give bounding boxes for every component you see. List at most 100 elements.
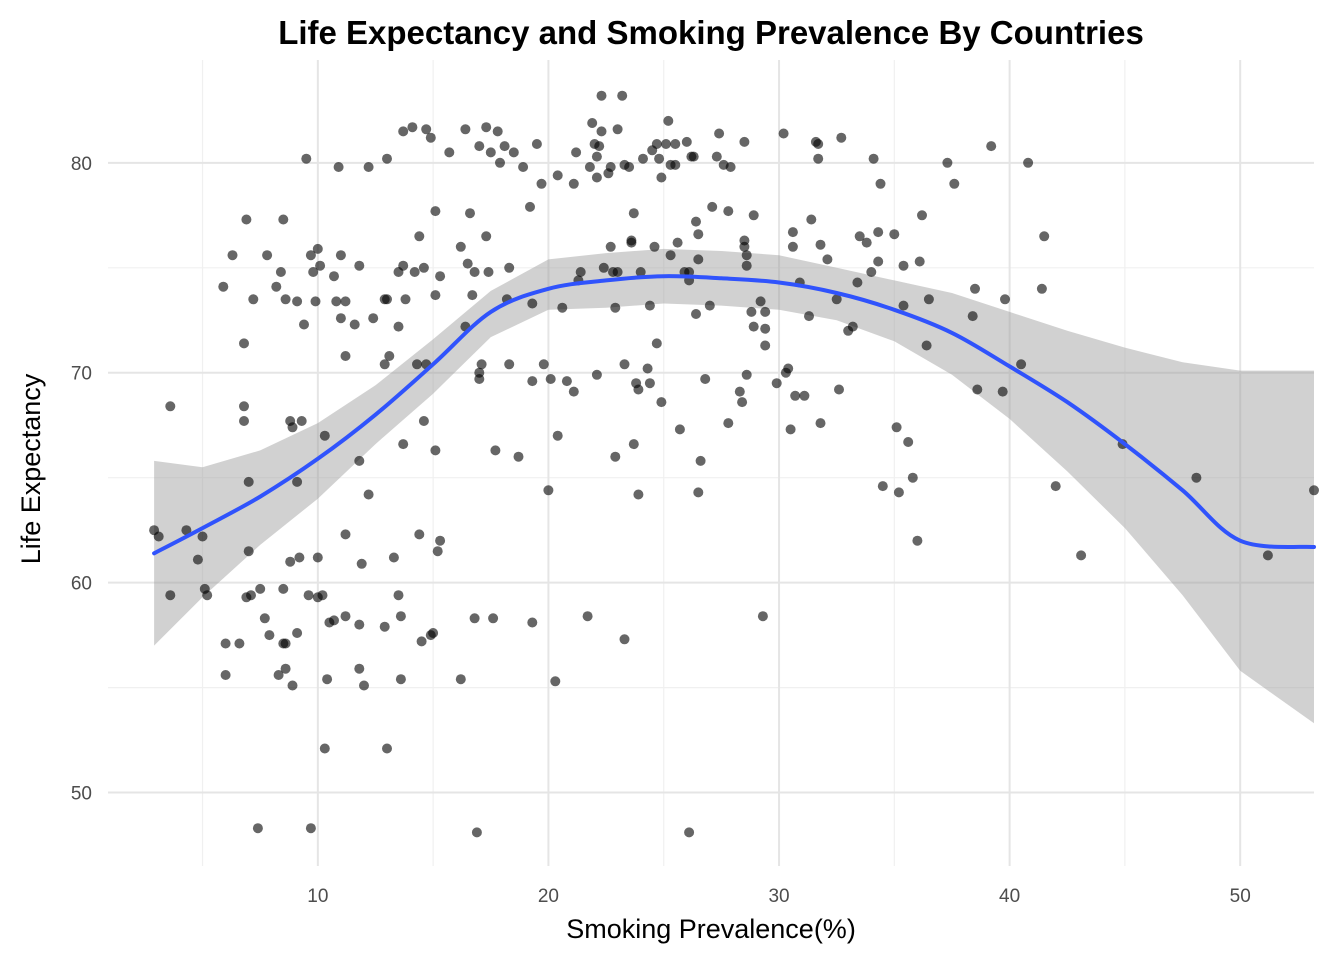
smooth-fit-line bbox=[152, 274, 1316, 556]
data-point bbox=[997, 386, 1008, 397]
data-point bbox=[638, 153, 648, 164]
data-point bbox=[425, 132, 436, 143]
data-point bbox=[382, 743, 392, 754]
data-point bbox=[970, 283, 980, 294]
data-point bbox=[714, 128, 725, 139]
data-point bbox=[292, 628, 303, 638]
data-point bbox=[591, 172, 602, 183]
data-point bbox=[672, 237, 683, 248]
data-point bbox=[866, 267, 877, 277]
data-point bbox=[942, 157, 953, 168]
data-point bbox=[492, 126, 503, 137]
data-point bbox=[661, 139, 671, 149]
data-point bbox=[656, 397, 667, 408]
data-point bbox=[354, 663, 365, 674]
data-point bbox=[483, 267, 494, 277]
data-point bbox=[596, 126, 607, 137]
data-point bbox=[587, 118, 598, 128]
data-point bbox=[635, 267, 646, 277]
data-point bbox=[790, 390, 801, 401]
data-point bbox=[400, 294, 411, 305]
data-point bbox=[418, 416, 429, 426]
data-point bbox=[525, 201, 535, 212]
data-point bbox=[467, 290, 478, 301]
x-tick-labels: 10 20 30 40 50 bbox=[307, 886, 1251, 907]
data-point bbox=[305, 250, 316, 261]
data-point bbox=[891, 422, 902, 433]
data-point bbox=[536, 178, 547, 189]
data-point bbox=[785, 424, 796, 435]
data-point bbox=[255, 583, 266, 594]
data-point bbox=[831, 294, 842, 305]
data-point bbox=[329, 615, 339, 626]
data-point bbox=[552, 430, 563, 441]
data-point bbox=[760, 323, 771, 334]
data-point bbox=[619, 359, 630, 370]
data-point bbox=[508, 147, 519, 158]
data-point bbox=[278, 214, 289, 225]
data-point bbox=[322, 674, 333, 685]
data-point bbox=[663, 115, 674, 126]
data-point bbox=[986, 141, 997, 152]
data-point bbox=[234, 638, 245, 649]
data-point bbox=[280, 294, 291, 305]
data-point bbox=[972, 384, 983, 395]
data-point bbox=[868, 153, 879, 164]
data-point bbox=[354, 260, 365, 271]
data-point bbox=[813, 153, 824, 164]
data-point bbox=[1309, 485, 1319, 496]
data-point bbox=[822, 254, 833, 265]
data-point bbox=[1076, 550, 1087, 561]
data-point bbox=[469, 267, 480, 277]
x-tick-label: 30 bbox=[768, 886, 789, 907]
data-point bbox=[218, 281, 229, 292]
data-point bbox=[684, 827, 695, 838]
data-point bbox=[495, 157, 505, 168]
data-point bbox=[746, 306, 757, 317]
data-point bbox=[591, 151, 602, 162]
data-point bbox=[700, 374, 711, 384]
data-point bbox=[771, 378, 782, 389]
data-point bbox=[312, 552, 323, 563]
data-point bbox=[455, 241, 466, 252]
y-tick-label: 60 bbox=[71, 574, 92, 595]
data-point bbox=[691, 309, 701, 319]
data-point bbox=[741, 260, 752, 271]
data-point bbox=[333, 162, 344, 172]
chart-title: Life Expectancy and Smoking Prevalence B… bbox=[278, 14, 1144, 51]
data-point bbox=[633, 384, 644, 395]
data-point bbox=[262, 250, 273, 261]
data-point bbox=[430, 206, 441, 217]
data-point bbox=[757, 611, 768, 622]
data-point bbox=[197, 531, 208, 542]
data-point bbox=[815, 418, 826, 429]
major-gridlines bbox=[108, 60, 1314, 866]
data-point bbox=[799, 390, 810, 401]
data-point bbox=[610, 451, 621, 462]
data-point bbox=[239, 338, 249, 349]
data-point bbox=[624, 162, 635, 172]
data-point bbox=[741, 250, 752, 261]
data-point bbox=[246, 590, 256, 601]
data-point bbox=[421, 124, 432, 135]
data-point bbox=[305, 823, 316, 834]
data-point bbox=[651, 139, 662, 149]
data-point bbox=[485, 147, 496, 158]
data-point bbox=[873, 227, 884, 238]
x-tick-label: 40 bbox=[999, 886, 1020, 907]
data-point bbox=[778, 128, 789, 139]
data-point bbox=[557, 302, 568, 313]
data-point bbox=[596, 90, 607, 101]
data-point bbox=[474, 374, 485, 384]
data-point bbox=[898, 260, 909, 271]
data-point bbox=[783, 363, 794, 374]
data-point bbox=[294, 552, 305, 563]
data-point bbox=[748, 321, 759, 332]
data-point bbox=[292, 296, 303, 307]
data-point bbox=[384, 351, 395, 361]
data-point bbox=[644, 300, 655, 311]
data-point bbox=[469, 613, 480, 624]
data-point bbox=[412, 359, 422, 370]
data-point bbox=[674, 424, 685, 435]
data-point bbox=[471, 827, 482, 838]
